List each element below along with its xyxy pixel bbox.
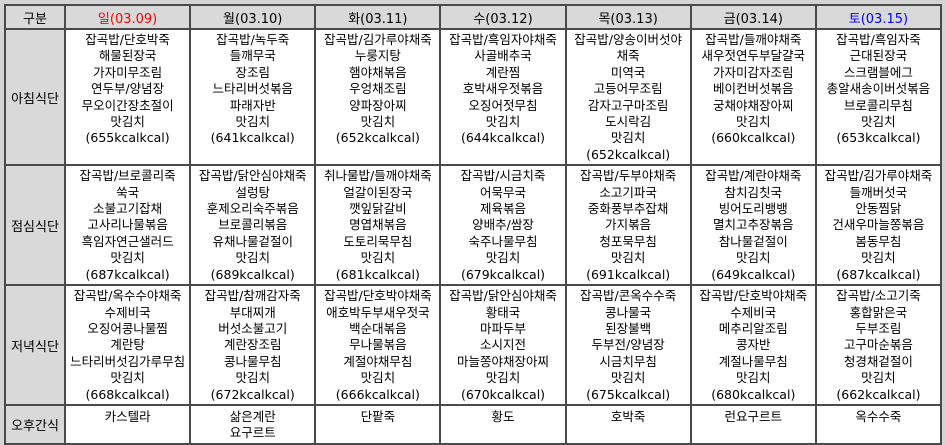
menu-cell-snack-fri: 런요구르트 bbox=[689, 403, 817, 445]
day-header-sat: 토(03.15) bbox=[814, 4, 943, 30]
menu-cell-lunch-thu: 잡곡밥/두부야채죽 소고기파국 중화풍부추잡채 가지볶음 청포묵무침 맛김치 (… bbox=[564, 164, 692, 287]
row-breakfast: 아침식단 잡곡밥/단호박죽 해물된장국 가자미무조림 연두부/양념장 무오이간장초… bbox=[4, 27, 943, 167]
menu-cell-breakfast-wed: 잡곡밥/흑임자야채죽 사골배추국 계란찜 호박새우젓볶음 오징어젓무침 맛김치 … bbox=[439, 27, 567, 167]
row-snack: 오후간식 카스텔라 삶은계란 요구르트 단팥죽 황도 호박죽 런요구르트 옥수수죽 bbox=[4, 403, 943, 445]
day-header-sun: 일(03.09) bbox=[63, 4, 192, 30]
meal-plan-table: 구분 일(03.09) 월(03.10) 화(03.11) 수(03.12) 목(03.… bbox=[4, 4, 943, 445]
menu-cell-breakfast-fri: 잡곡밥/들깨야채죽 새우젓연두부달걀국 가자미감자조림 베이컨버섯볶음 궁채야채… bbox=[689, 27, 817, 167]
menu-cell-dinner-sun: 잡곡밥/옥수수야채죽 수제비국 오징어콩나물찜 계란탕 느타리버섯김가루무침 맛… bbox=[63, 284, 192, 406]
menu-cell-dinner-thu: 잡곡밥/콘옥수수죽 콩나물국 된장불백 두부전/양념장 시금치무침 맛김치 (6… bbox=[564, 284, 692, 406]
day-header-thu: 목(03.13) bbox=[564, 4, 692, 30]
menu-cell-snack-sat: 옥수수죽 bbox=[814, 403, 943, 445]
day-header-mon: 월(03.10) bbox=[189, 4, 317, 30]
menu-cell-lunch-fri: 잡곡밥/계란야채죽 참치김칫국 빙어도리뱅뱅 멸치고추장볶음 참나물겉절이 맛김… bbox=[689, 164, 817, 287]
header-row: 구분 일(03.09) 월(03.10) 화(03.11) 수(03.12) 목(03.… bbox=[4, 4, 943, 30]
row-lunch: 점심식단 잡곡밥/브로콜리죽 쑥국 소불고기잡채 고사리나물볶음 흑임자연근샐러드… bbox=[4, 164, 943, 287]
menu-cell-snack-tue: 단팥죽 bbox=[314, 403, 442, 445]
row-label-dinner: 저녁식단 bbox=[4, 284, 66, 406]
menu-cell-lunch-wed: 잡곡밥/시금치죽 어묵무국 제육볶음 양배추/쌈장 숙주나물무침 맛김치 (67… bbox=[439, 164, 567, 287]
menu-cell-dinner-wed: 잡곡밥/닭안심야채죽 황태국 마파두부 소시지전 마늘쫑야채장아찌 맛김치 (6… bbox=[439, 284, 567, 406]
menu-cell-lunch-sun: 잡곡밥/브로콜리죽 쑥국 소불고기잡채 고사리나물볶음 흑임자연근샐러드 맛김치… bbox=[63, 164, 192, 287]
row-label-breakfast: 아침식단 bbox=[4, 27, 66, 167]
menu-cell-snack-thu: 호박죽 bbox=[564, 403, 692, 445]
menu-cell-breakfast-mon: 잡곡밥/녹두죽 들깨무국 장조림 느타리버섯볶음 파래자반 맛김치 (641kc… bbox=[189, 27, 317, 167]
row-dinner: 저녁식단 잡곡밥/옥수수야채죽 수제비국 오징어콩나물찜 계란탕 느타리버섯김가루… bbox=[4, 284, 943, 406]
menu-cell-breakfast-sat: 잡곡밥/흑임자죽 근대된장국 스크램블에그 총알새송이버섯볶음 브로콜리무침 맛… bbox=[814, 27, 943, 167]
menu-cell-snack-sun: 카스텔라 bbox=[63, 403, 192, 445]
menu-cell-snack-mon: 삶은계란 요구르트 bbox=[189, 403, 317, 445]
menu-cell-breakfast-tue: 잡곡밥/김가루야채죽 누룽지탕 햄야채볶음 우엉채조림 양파장아찌 맛김치 (6… bbox=[314, 27, 442, 167]
row-label-snack: 오후간식 bbox=[4, 403, 66, 445]
corner-header: 구분 bbox=[4, 4, 66, 30]
menu-cell-lunch-mon: 잡곡밥/닭안심야채죽 설렁탕 훈제오리숙주볶음 브로콜리볶음 유채나물겉절이 맛… bbox=[189, 164, 317, 287]
menu-cell-lunch-tue: 취나물밥/들깨야채죽 얼갈이된장국 깻잎닭갈비 명엽채볶음 도토리묵무침 맛김치… bbox=[314, 164, 442, 287]
menu-cell-dinner-fri: 잡곡밥/단호박야채죽 수제비국 메추리알조림 콩자반 계절나물무침 맛김치 (6… bbox=[689, 284, 817, 406]
menu-cell-dinner-tue: 잡곡밥/단호박야채죽 애호박두부새우젓국 백순대볶음 무나물볶음 계절야채무침 … bbox=[314, 284, 442, 406]
menu-cell-dinner-sat: 잡곡밥/소고기죽 홍합맑은국 두부조림 고구마순볶음 청경채겉절이 맛김치 (6… bbox=[814, 284, 943, 406]
menu-cell-snack-wed: 황도 bbox=[439, 403, 567, 445]
menu-cell-breakfast-sun: 잡곡밥/단호박죽 해물된장국 가자미무조림 연두부/양념장 무오이간장초절이 맛… bbox=[63, 27, 192, 167]
row-label-lunch: 점심식단 bbox=[4, 164, 66, 287]
menu-cell-dinner-mon: 잡곡밥/참깨감자죽 부대찌개 버섯소불고기 계란장조림 콩나물무침 맛김치 (6… bbox=[189, 284, 317, 406]
menu-cell-breakfast-thu: 잡곡밥/양송이버섯야채죽 미역국 고등어무조림 감자고구마조림 도시락김 맛김치… bbox=[564, 27, 692, 167]
day-header-fri: 금(03.14) bbox=[689, 4, 817, 30]
menu-cell-lunch-sat: 잡곡밥/김가루야채죽 들깨버섯국 안동찜닭 건새우마늘쫑볶음 봄동무침 맛김치 … bbox=[814, 164, 943, 287]
day-header-wed: 수(03.12) bbox=[439, 4, 567, 30]
day-header-tue: 화(03.11) bbox=[314, 4, 442, 30]
